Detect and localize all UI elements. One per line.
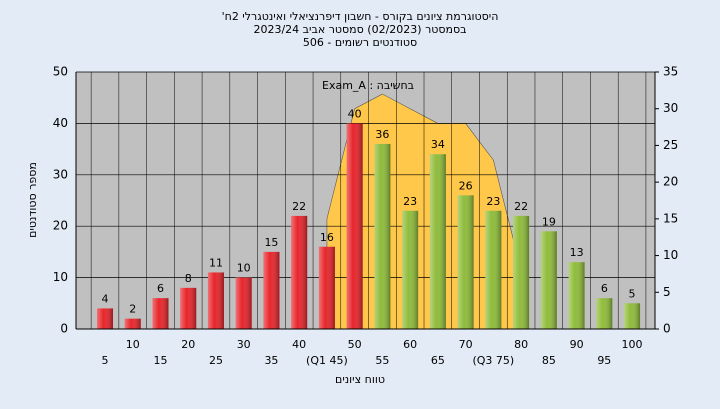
value-label: 8 — [185, 272, 192, 285]
bar-shade — [374, 143, 391, 329]
x-tick-label: 20 — [181, 338, 195, 351]
x-tick-label: (Q1 45) — [306, 354, 348, 367]
y2-tick-label: 20 — [663, 175, 678, 189]
value-label: 23 — [403, 195, 417, 208]
x-tick-label: 60 — [403, 338, 417, 351]
bar-shade — [402, 210, 419, 329]
value-label: 40 — [348, 107, 362, 120]
bar-shade — [540, 231, 557, 329]
x-tick-label: 30 — [237, 338, 251, 351]
x-tick-label: 95 — [597, 354, 611, 367]
bar-shade — [346, 123, 363, 330]
y2-tick-label: 5 — [663, 285, 671, 299]
value-label: 11 — [209, 256, 223, 269]
bar-shade — [97, 308, 113, 329]
bar-shade — [596, 298, 613, 329]
bar-shade — [263, 251, 280, 329]
x-tick-label: 65 — [431, 354, 445, 367]
value-label: 2 — [129, 303, 136, 316]
value-label: 10 — [237, 262, 251, 275]
x-tick-label: 100 — [622, 338, 643, 351]
value-label: 34 — [431, 138, 445, 151]
annotation: בחשיבה : Exam_A — [322, 79, 414, 92]
y-tick-label: 20 — [53, 219, 68, 233]
value-label: 6 — [157, 282, 164, 295]
value-label: 36 — [375, 128, 389, 141]
bar-shade — [485, 210, 502, 329]
bar-shade — [429, 154, 446, 329]
y2-tick-label: 25 — [663, 138, 678, 152]
y2-tick-label: 0 — [663, 322, 671, 336]
x-tick-label: 50 — [348, 338, 362, 351]
bar-shade — [152, 298, 169, 329]
y-tick-label: 50 — [53, 65, 68, 79]
value-label: 15 — [264, 236, 278, 249]
bar-shade — [124, 318, 141, 329]
value-label: 26 — [459, 179, 473, 192]
bar-shade — [318, 246, 335, 329]
value-label: 23 — [486, 195, 500, 208]
bar-shade — [207, 272, 224, 329]
value-label: 22 — [292, 200, 306, 213]
x-tick-label: 35 — [264, 354, 278, 367]
x-tick-label: 70 — [459, 338, 473, 351]
y2-tick-label: 10 — [663, 248, 678, 262]
y-axis-label: מספר סטודנטים — [26, 162, 39, 238]
x-tick-label: 55 — [375, 354, 389, 367]
value-label: 13 — [570, 246, 584, 259]
value-label: 5 — [629, 287, 636, 300]
x-tick-label: 5 — [102, 354, 109, 367]
bar-shade — [457, 195, 474, 329]
x-axis-label: טווח ציונים — [335, 373, 385, 386]
chart-title: היסטוגרמת ציונים בקורס - חשבון דיפרנציאל… — [222, 10, 499, 23]
x-tick-label: 10 — [126, 338, 140, 351]
bar-shade — [180, 287, 197, 329]
value-label: 19 — [542, 215, 556, 228]
bar-shade — [291, 215, 308, 329]
x-tick-label: 40 — [292, 338, 306, 351]
x-tick-label: 25 — [209, 354, 223, 367]
y2-tick-label: 35 — [663, 65, 678, 79]
y-tick-label: 30 — [53, 167, 68, 181]
y2-tick-label: 15 — [663, 211, 678, 225]
bar-shade — [568, 262, 585, 329]
value-label: 22 — [514, 200, 528, 213]
bar-shade — [235, 277, 252, 329]
bar-shade — [513, 215, 530, 329]
y-tick-label: 40 — [53, 116, 68, 130]
value-label: 16 — [320, 231, 334, 244]
y2-tick-label: 30 — [663, 101, 678, 115]
bar-shade — [624, 303, 641, 329]
x-tick-label: 80 — [514, 338, 528, 351]
chart-subtitle: בסמסטר (02/2023) סמסטר אביב 2023/24 — [253, 23, 466, 36]
value-label: 6 — [601, 282, 608, 295]
value-label: 4 — [102, 292, 109, 305]
x-tick-label: 90 — [570, 338, 584, 351]
y-tick-label: 10 — [53, 270, 68, 284]
x-tick-label: (Q3 75) — [472, 354, 514, 367]
x-tick-label: 15 — [153, 354, 167, 367]
y-tick-label: 0 — [60, 322, 68, 336]
chart-subtitle: סטודנטים רשומים - 506 — [303, 36, 417, 49]
x-tick-label: 85 — [542, 354, 556, 367]
